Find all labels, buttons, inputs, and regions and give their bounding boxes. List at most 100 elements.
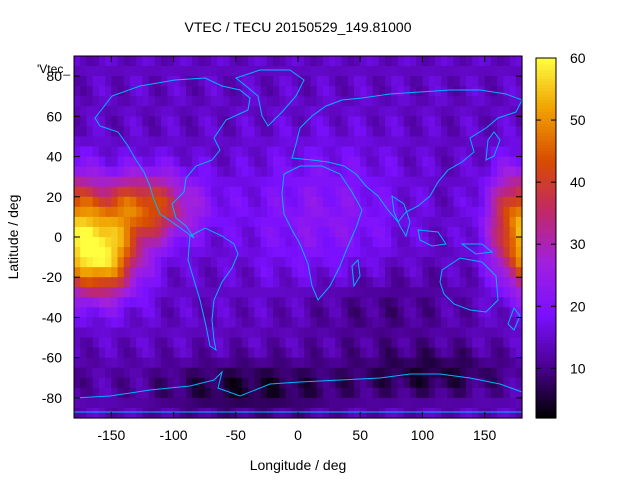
colorbar-cell [536, 181, 556, 185]
colorbar-cell [536, 139, 556, 143]
colorbar-cell [536, 112, 556, 116]
colorbar-cell [536, 286, 556, 290]
colorbar-cell [536, 190, 556, 194]
colorbar-cell [536, 205, 556, 209]
colorbar-cell [536, 295, 556, 299]
colorbar-cell [536, 118, 556, 122]
colorbar-cell [536, 346, 556, 350]
colorbar-cell [536, 373, 556, 377]
colorbar-cell [536, 403, 556, 407]
x-tick-label: 0 [294, 427, 302, 443]
colorbar-cell [536, 241, 556, 245]
chart-title: VTEC / TECU 20150529_149.81000 [184, 19, 411, 35]
colorbar-cell [536, 337, 556, 341]
coast-eurasia [291, 89, 523, 223]
colorbar-cell [536, 277, 556, 281]
colorbar-cell [536, 199, 556, 203]
colorbar-cell [536, 310, 556, 314]
colorbar-cell [536, 304, 556, 308]
colorbar-cell [536, 91, 556, 95]
coast-greenland [234, 69, 305, 127]
colorbar-cell [536, 82, 556, 86]
colorbar-cell [536, 223, 556, 227]
coast-new-zealand [507, 306, 521, 331]
colorbar-cell [536, 145, 556, 149]
colorbar-cell [536, 169, 556, 173]
x-tick-label: -150 [97, 427, 125, 443]
colorbar-cell [536, 256, 556, 260]
coast-madagascar [351, 258, 361, 288]
coast-indonesia [417, 229, 447, 247]
colorbar-cell [536, 283, 556, 287]
coast-new-guinea [460, 243, 494, 255]
colorbar-cell [536, 394, 556, 398]
key-label: 'Vtec_ [37, 62, 70, 76]
coast-japan [485, 131, 501, 161]
colorbar-cell [536, 262, 556, 266]
colorbar-cell [536, 100, 556, 104]
axes: -150 -100 -50 0 50 100 150 -80 -60 -40 -20 0 20 40 60 8… [42, 56, 522, 443]
y-tick-label: -60 [42, 350, 62, 366]
colorbar-cell [536, 73, 556, 77]
colorbar-cell [536, 229, 556, 233]
colorbar-cell [536, 382, 556, 386]
colorbar-cell [536, 289, 556, 293]
coast-south-america [187, 227, 239, 352]
colorbar-cell [536, 358, 556, 362]
colorbar-cell [536, 121, 556, 125]
colorbar-cell [536, 388, 556, 392]
colorbar-cell [536, 214, 556, 218]
colorbar-cell [536, 85, 556, 89]
colorbar-cell [536, 340, 556, 344]
x-tick-label: -100 [160, 427, 188, 443]
y-tick-label: 40 [46, 149, 62, 165]
colorbar-cell [536, 313, 556, 317]
coast-india [391, 194, 411, 238]
x-tick-label: 50 [352, 427, 368, 443]
colorbar-cell [536, 103, 556, 107]
colorbar-cell [536, 415, 556, 419]
y-tick-label: 0 [54, 229, 62, 245]
colorbar-cell [536, 361, 556, 365]
colorbar-cell [536, 400, 556, 404]
colorbar-cell [536, 217, 556, 221]
y-tick-label: 60 [46, 108, 62, 124]
colorbar-cell [536, 196, 556, 200]
colorbar-cell [536, 175, 556, 179]
heatmap-cells [74, 56, 523, 419]
colorbar-cell [536, 274, 556, 278]
colorbar-cell [536, 67, 556, 71]
colorbar-cell [536, 106, 556, 110]
y-tick-label: -20 [42, 269, 62, 285]
colorbar-cell [536, 412, 556, 416]
colorbar-cell [536, 298, 556, 302]
colorbar-cell [536, 61, 556, 65]
colorbar-cell [536, 88, 556, 92]
colorbar-tick-label: 30 [570, 236, 586, 252]
colorbar-cell [536, 409, 556, 413]
y-tick-label: -80 [42, 390, 62, 406]
y-tick-label: 80 [46, 68, 62, 84]
colorbar-cell [536, 226, 556, 230]
colorbar-cell [536, 76, 556, 80]
colorbar-cell [536, 94, 556, 98]
colorbar-cell [536, 178, 556, 182]
colorbar-cell [536, 160, 556, 164]
colorbar-cell [536, 352, 556, 356]
colorbar-cell [536, 253, 556, 257]
colorbar-cell [536, 79, 556, 83]
colorbar-cell [536, 259, 556, 263]
colorbar-cell [536, 184, 556, 188]
colorbar-cell [536, 109, 556, 113]
colorbar-cell [536, 343, 556, 347]
colorbar-cell [536, 364, 556, 368]
coast-africa [281, 165, 363, 301]
colorbar-tick-label: 50 [570, 112, 586, 128]
colorbar-cell [536, 163, 556, 167]
colorbar-cell [536, 319, 556, 323]
colorbar-cell [536, 397, 556, 401]
colorbar-cell [536, 355, 556, 359]
colorbar-tick-label: 60 [570, 50, 586, 66]
colorbar-frame [535, 57, 557, 419]
